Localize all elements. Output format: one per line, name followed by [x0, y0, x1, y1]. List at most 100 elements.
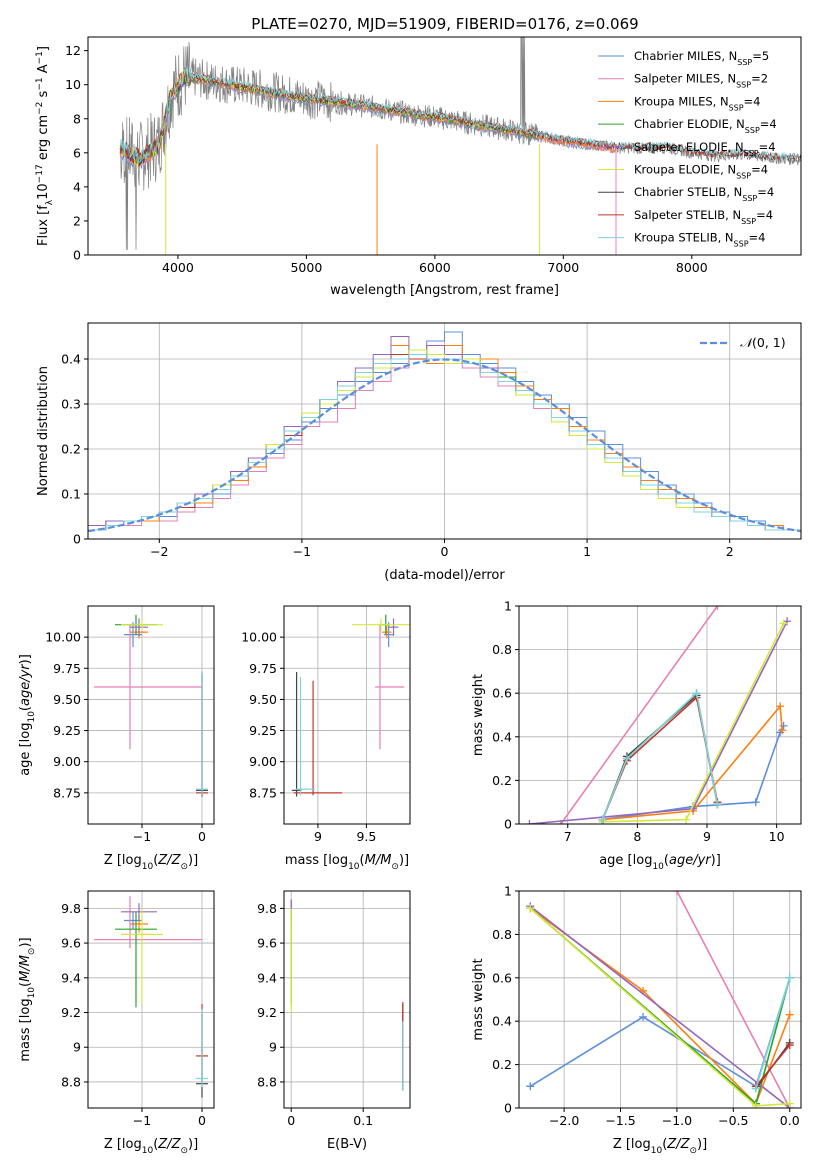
axis-label: age [log10(age/yr)] — [599, 853, 721, 872]
axis-label-part: 10 — [142, 862, 154, 872]
y-tick-label: 0 — [73, 532, 81, 547]
y-tick-label: 0.4 — [61, 352, 81, 367]
spectrum-plot-area — [119, 37, 801, 255]
axis-label-part: age/yr — [669, 853, 712, 868]
weight-marker — [713, 606, 722, 610]
legend-label-part: SSP — [737, 58, 752, 67]
axes-frame — [87, 890, 215, 1109]
axis-label-part: ⊙ — [27, 948, 37, 956]
weight-marker — [778, 726, 787, 735]
model-spectrum — [119, 74, 615, 168]
weight-marker — [785, 1010, 794, 1019]
x-tick-label: 10 — [769, 829, 785, 844]
x-tick-label: 1 — [583, 544, 591, 559]
weight-marker — [526, 904, 535, 913]
x-tick-label: 0 — [287, 1113, 295, 1128]
axis-label-part: Z [log — [613, 1137, 651, 1152]
y-tick-label: 8.75 — [53, 785, 81, 800]
axis-label-part: age [log — [599, 853, 652, 868]
y-tick-label: 4 — [73, 179, 81, 194]
weight-line — [529, 907, 791, 1106]
y-tick-label: 0.6 — [492, 970, 512, 985]
legend-label: Kroupa ELODIE, NSSP=4 — [634, 163, 768, 181]
y-tick-label: 9.50 — [53, 692, 81, 707]
axes-frame — [283, 890, 411, 1109]
axis-label-part: )] — [18, 654, 33, 664]
legend-label-part: Chabrier ELODIE, N — [634, 117, 745, 131]
axis-label-part: 10 — [27, 987, 37, 999]
weight-line — [755, 1044, 791, 1087]
y-tick-label: 0.2 — [492, 773, 512, 788]
legend-label: Salpeter MILES, NSSP=2 — [634, 72, 768, 90]
spectrum-panel: 4000 5000 6000 7000 8000 0 2 4 6 8 10 12 Chabrier MI… — [35, 36, 802, 298]
y-tick-label: 8.75 — [249, 785, 277, 800]
y-tick-label: 0.4 — [492, 1014, 512, 1029]
y-tick-label: 9 — [269, 1040, 277, 1055]
axis-label-part: 10 — [348, 862, 360, 872]
weight-marker — [692, 689, 701, 698]
axis-label-part: )] — [18, 937, 33, 947]
x-tick-label: 0.1 — [353, 1113, 373, 1128]
axis-label: mass [log10(M/M⊙)] — [18, 937, 37, 1061]
x-tick-label: 4000 — [162, 260, 194, 275]
x-tick-label: 9.5 — [356, 829, 376, 844]
y-tick-label: 9.75 — [53, 661, 81, 676]
axis-label-part: Z [log — [104, 853, 142, 868]
residuals-panel: −2 −1 0 1 2 0 0.1 0.2 0.3 0.4 𝒩(0, 1) (data-model)/… — [36, 322, 802, 583]
axis-label-part: ( — [153, 1137, 158, 1152]
weight-vs-Z-plot-area — [526, 891, 794, 1108]
y-tick-label: 9.8 — [61, 901, 81, 916]
legend-label: Kroupa MILES, NSSP=4 — [634, 94, 760, 112]
legend-label-part: =4 — [749, 231, 766, 245]
legend-label-part: Chabrier MILES, N — [634, 49, 737, 63]
x-tick-label: 0 — [441, 544, 449, 559]
x-tick-label: 0 — [198, 829, 206, 844]
legend-label: 𝒩(0, 1) — [740, 335, 786, 350]
axis-label-part: mass [log — [285, 853, 348, 868]
weight-marker — [779, 619, 788, 628]
y-tick-label: 9.75 — [249, 661, 277, 676]
axis-label-part: λ — [45, 199, 55, 205]
axis-label-part: 10 — [142, 1146, 154, 1156]
legend-label: Kroupa STELIB, NSSP=4 — [634, 231, 765, 249]
axis-label: mass [log10(M/M⊙)] — [285, 853, 409, 872]
x-tick-label: −1 — [293, 544, 311, 559]
mass-vs-Z-plot-area — [94, 896, 208, 1098]
residuals-plot-area — [88, 331, 801, 533]
legend-label-part: Kroupa STELIB, N — [634, 231, 734, 245]
axis-label-part: Z/Z — [157, 1137, 181, 1152]
weight-marker — [785, 1041, 794, 1050]
axis-label-part: ⊙ — [180, 1146, 188, 1156]
axis-label-part: erg cm — [36, 115, 51, 164]
legend-label-part: Chabrier STELIB, N — [634, 185, 742, 199]
weight-marker — [779, 721, 788, 730]
x-tick-label: 8 — [633, 829, 641, 844]
axis-label-part: ( — [18, 706, 33, 711]
axis-label-part: age [log — [18, 723, 33, 776]
axis-label-part: ] — [36, 46, 51, 51]
axes-frame — [518, 890, 802, 1109]
y-tick-label: 0.8 — [492, 642, 512, 657]
y-tick-label: 8 — [73, 111, 81, 126]
x-tick-label: 8000 — [676, 260, 708, 275]
y-tick-label: 1 — [504, 599, 512, 614]
axis-label-part: )] — [188, 853, 198, 868]
axis-label-part: M/M — [18, 955, 33, 982]
x-tick-label: −1 — [133, 1113, 151, 1128]
mass-vs-EBV-plot-area — [290, 899, 404, 1091]
y-tick-label: 0.1 — [61, 487, 81, 502]
axis-label-part: ⊙ — [180, 862, 188, 872]
weight-marker — [525, 820, 534, 824]
weight-marker — [785, 1099, 794, 1108]
x-tick-label: −2 — [150, 544, 168, 559]
legend-label-part: Salpeter ELODIE, N — [634, 140, 744, 154]
axis-label-part: Z [log — [104, 1137, 142, 1152]
model-spectrum — [119, 74, 615, 169]
weight-marker — [751, 1084, 760, 1093]
x-tick-label: 7 — [564, 829, 572, 844]
axis-label: age [log10(age/yr)] — [18, 654, 37, 776]
x-tick-label: 9 — [314, 829, 322, 844]
x-tick-label: 9 — [703, 829, 711, 844]
